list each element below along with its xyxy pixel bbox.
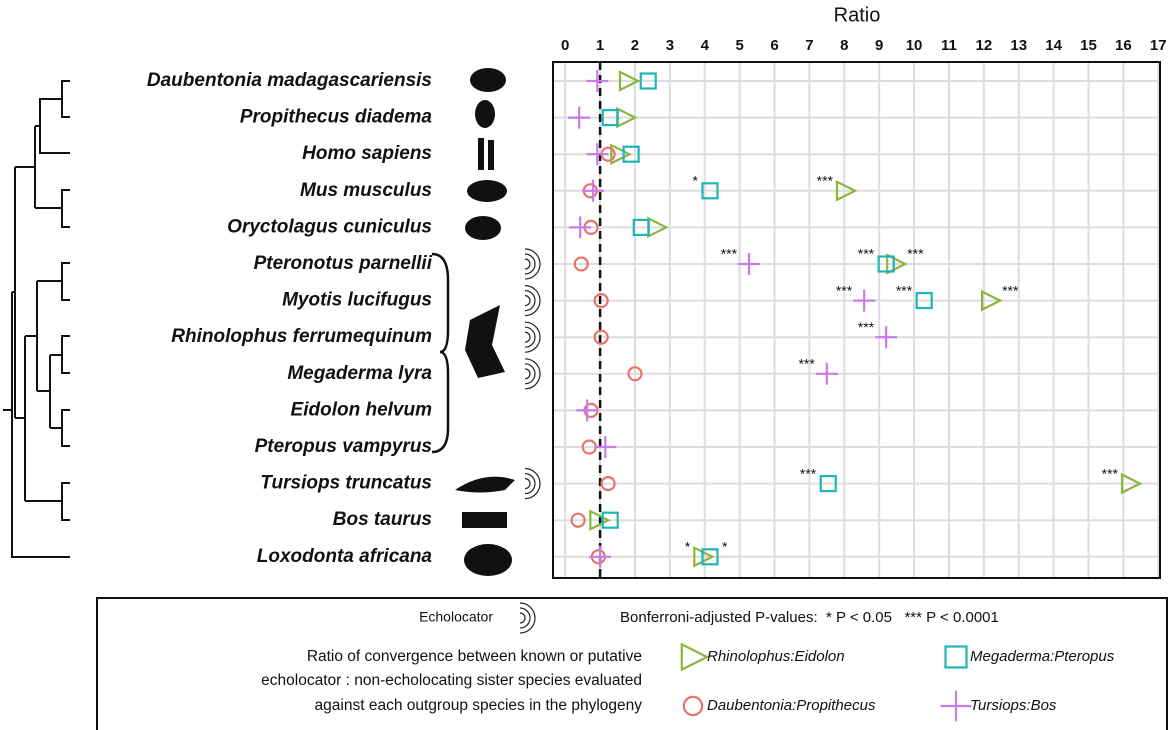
wave xyxy=(525,332,530,342)
significance-label: * xyxy=(685,539,691,555)
wave xyxy=(525,259,530,269)
x-tick-label: 10 xyxy=(906,37,923,54)
plus-marker xyxy=(586,143,608,165)
wave xyxy=(525,249,540,279)
significance-label: *** xyxy=(800,465,817,481)
significance-label: *** xyxy=(1002,282,1019,298)
chart: Ratio Echolocator Bonferroni-adjusted P-… xyxy=(0,0,1172,730)
x-tick-label: 14 xyxy=(1045,37,1062,54)
significance-label: * xyxy=(722,539,728,555)
species-label: Tursiops truncatus xyxy=(260,473,432,494)
x-tick-label: 0 xyxy=(561,37,569,54)
square-marker xyxy=(946,647,967,668)
legend-description: against each outgroup species in the phy… xyxy=(315,697,643,714)
x-tick-label: 4 xyxy=(701,37,710,54)
x-tick-label: 9 xyxy=(875,37,883,54)
triangle-marker xyxy=(682,644,707,669)
species-label: Bos taurus xyxy=(333,509,432,530)
species-label: Homo sapiens xyxy=(302,143,432,164)
echolocation-icons xyxy=(520,249,540,633)
significance-label: *** xyxy=(858,246,875,262)
species-label: Eidolon helvum xyxy=(291,399,433,420)
plus-marker xyxy=(589,546,611,568)
x-tick-label: 15 xyxy=(1080,37,1097,54)
x-tick-label: 1 xyxy=(596,37,604,54)
significance-label: *** xyxy=(721,246,738,262)
legend-description: echolocator : non-echolocating sister sp… xyxy=(261,672,642,689)
x-tick-label: 3 xyxy=(666,37,674,54)
species-label: Pteronotus parnellii xyxy=(254,253,433,274)
species-label: Megaderma lyra xyxy=(287,363,432,384)
species-label: Rhinolophus ferrumequinum xyxy=(171,326,432,347)
plus-marker xyxy=(816,363,838,385)
significance-label: * xyxy=(693,173,699,189)
wave xyxy=(525,369,530,379)
legend-description: Ratio of convergence between known or pu… xyxy=(307,648,642,665)
legend-label: Megaderma:Pteropus xyxy=(970,648,1115,665)
plus-marker xyxy=(853,290,875,312)
silhouettes xyxy=(455,68,515,576)
x-tick-label: 5 xyxy=(735,37,743,54)
x-tick-label: 13 xyxy=(1010,37,1027,54)
chart-title: Ratio xyxy=(834,4,881,26)
species-label: Mus musculus xyxy=(300,180,432,201)
plus-marker xyxy=(941,691,972,722)
circle-marker xyxy=(684,697,702,715)
bat-bracket xyxy=(432,254,448,452)
x-tick-label: 2 xyxy=(631,37,639,54)
species-label: Oryctolagus cuniculus xyxy=(227,216,432,237)
species-label: Myotis lucifugus xyxy=(282,290,432,311)
plus-marker xyxy=(568,107,590,129)
plus-marker xyxy=(576,399,598,421)
plus-marker xyxy=(594,436,616,458)
grid xyxy=(553,62,1160,578)
species-label: Loxodonta africana xyxy=(257,546,433,567)
legend-label: Daubentonia:Propithecus xyxy=(707,697,876,714)
legend-label: Tursiops:Bos xyxy=(970,697,1057,714)
wave xyxy=(525,479,530,489)
plus-marker xyxy=(586,70,608,92)
wave xyxy=(525,469,540,499)
wave xyxy=(520,613,525,623)
wave xyxy=(525,322,540,352)
phylogeny xyxy=(3,81,70,557)
x-tick-label: 12 xyxy=(975,37,992,54)
significance-label: *** xyxy=(1102,465,1119,481)
species-label: Pteropus vampyrus xyxy=(255,436,432,457)
plus-marker xyxy=(569,216,591,238)
legend-label: Rhinolophus:Eidolon xyxy=(707,648,845,665)
wave xyxy=(525,359,540,389)
significance-label: *** xyxy=(907,246,924,262)
plus-marker xyxy=(738,253,760,275)
significance-label: *** xyxy=(836,282,853,298)
x-tick-label: 16 xyxy=(1115,37,1132,54)
wave xyxy=(525,286,540,316)
significance-label: *** xyxy=(817,173,834,189)
x-tick-label: 17 xyxy=(1150,37,1167,54)
x-tick-label: 8 xyxy=(840,37,848,54)
species-label: Daubentonia madagascariensis xyxy=(147,70,432,91)
significance-label: *** xyxy=(858,319,875,335)
x-tick-label: 7 xyxy=(805,37,813,54)
legend-echolocator: Echolocator xyxy=(419,609,493,625)
x-tick-label: 11 xyxy=(941,37,957,54)
wave xyxy=(525,296,530,306)
plot-frame xyxy=(553,62,1160,578)
significance-label: *** xyxy=(896,282,913,298)
legend-pvalues: Bonferroni-adjusted P-values: * P < 0.05… xyxy=(620,609,999,626)
x-tick-label: 6 xyxy=(770,37,778,54)
significance-label: *** xyxy=(798,356,815,372)
wave xyxy=(520,603,535,633)
species-label: Propithecus diadema xyxy=(240,107,433,128)
